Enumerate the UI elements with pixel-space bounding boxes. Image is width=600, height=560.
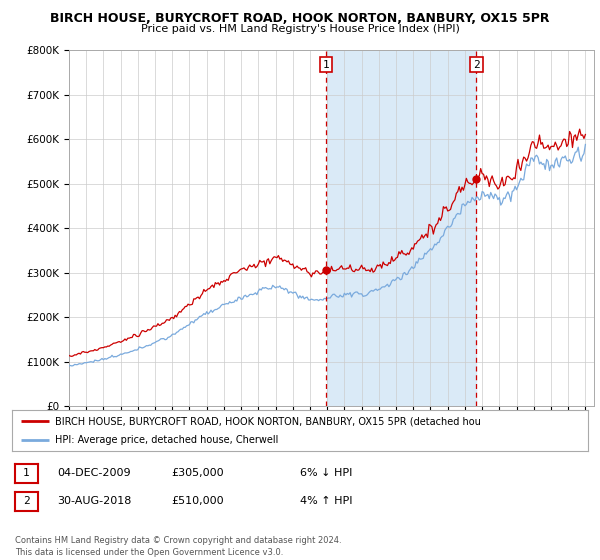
Text: Contains HM Land Registry data © Crown copyright and database right 2024.
This d: Contains HM Land Registry data © Crown c…	[15, 536, 341, 557]
Text: 04-DEC-2009: 04-DEC-2009	[57, 468, 131, 478]
Text: 6% ↓ HPI: 6% ↓ HPI	[300, 468, 352, 478]
Text: 1: 1	[23, 468, 30, 478]
Text: 30-AUG-2018: 30-AUG-2018	[57, 496, 131, 506]
Text: 2: 2	[23, 496, 30, 506]
Text: HPI: Average price, detached house, Cherwell: HPI: Average price, detached house, Cher…	[55, 435, 278, 445]
Text: 4% ↑ HPI: 4% ↑ HPI	[300, 496, 353, 506]
Text: 1: 1	[322, 59, 329, 69]
Text: BIRCH HOUSE, BURYCROFT ROAD, HOOK NORTON, BANBURY, OX15 5PR: BIRCH HOUSE, BURYCROFT ROAD, HOOK NORTON…	[50, 12, 550, 25]
Text: £305,000: £305,000	[171, 468, 224, 478]
Text: BIRCH HOUSE, BURYCROFT ROAD, HOOK NORTON, BANBURY, OX15 5PR (detached hou: BIRCH HOUSE, BURYCROFT ROAD, HOOK NORTON…	[55, 417, 481, 426]
Text: £510,000: £510,000	[171, 496, 224, 506]
Text: 2: 2	[473, 59, 480, 69]
Text: Price paid vs. HM Land Registry's House Price Index (HPI): Price paid vs. HM Land Registry's House …	[140, 24, 460, 34]
